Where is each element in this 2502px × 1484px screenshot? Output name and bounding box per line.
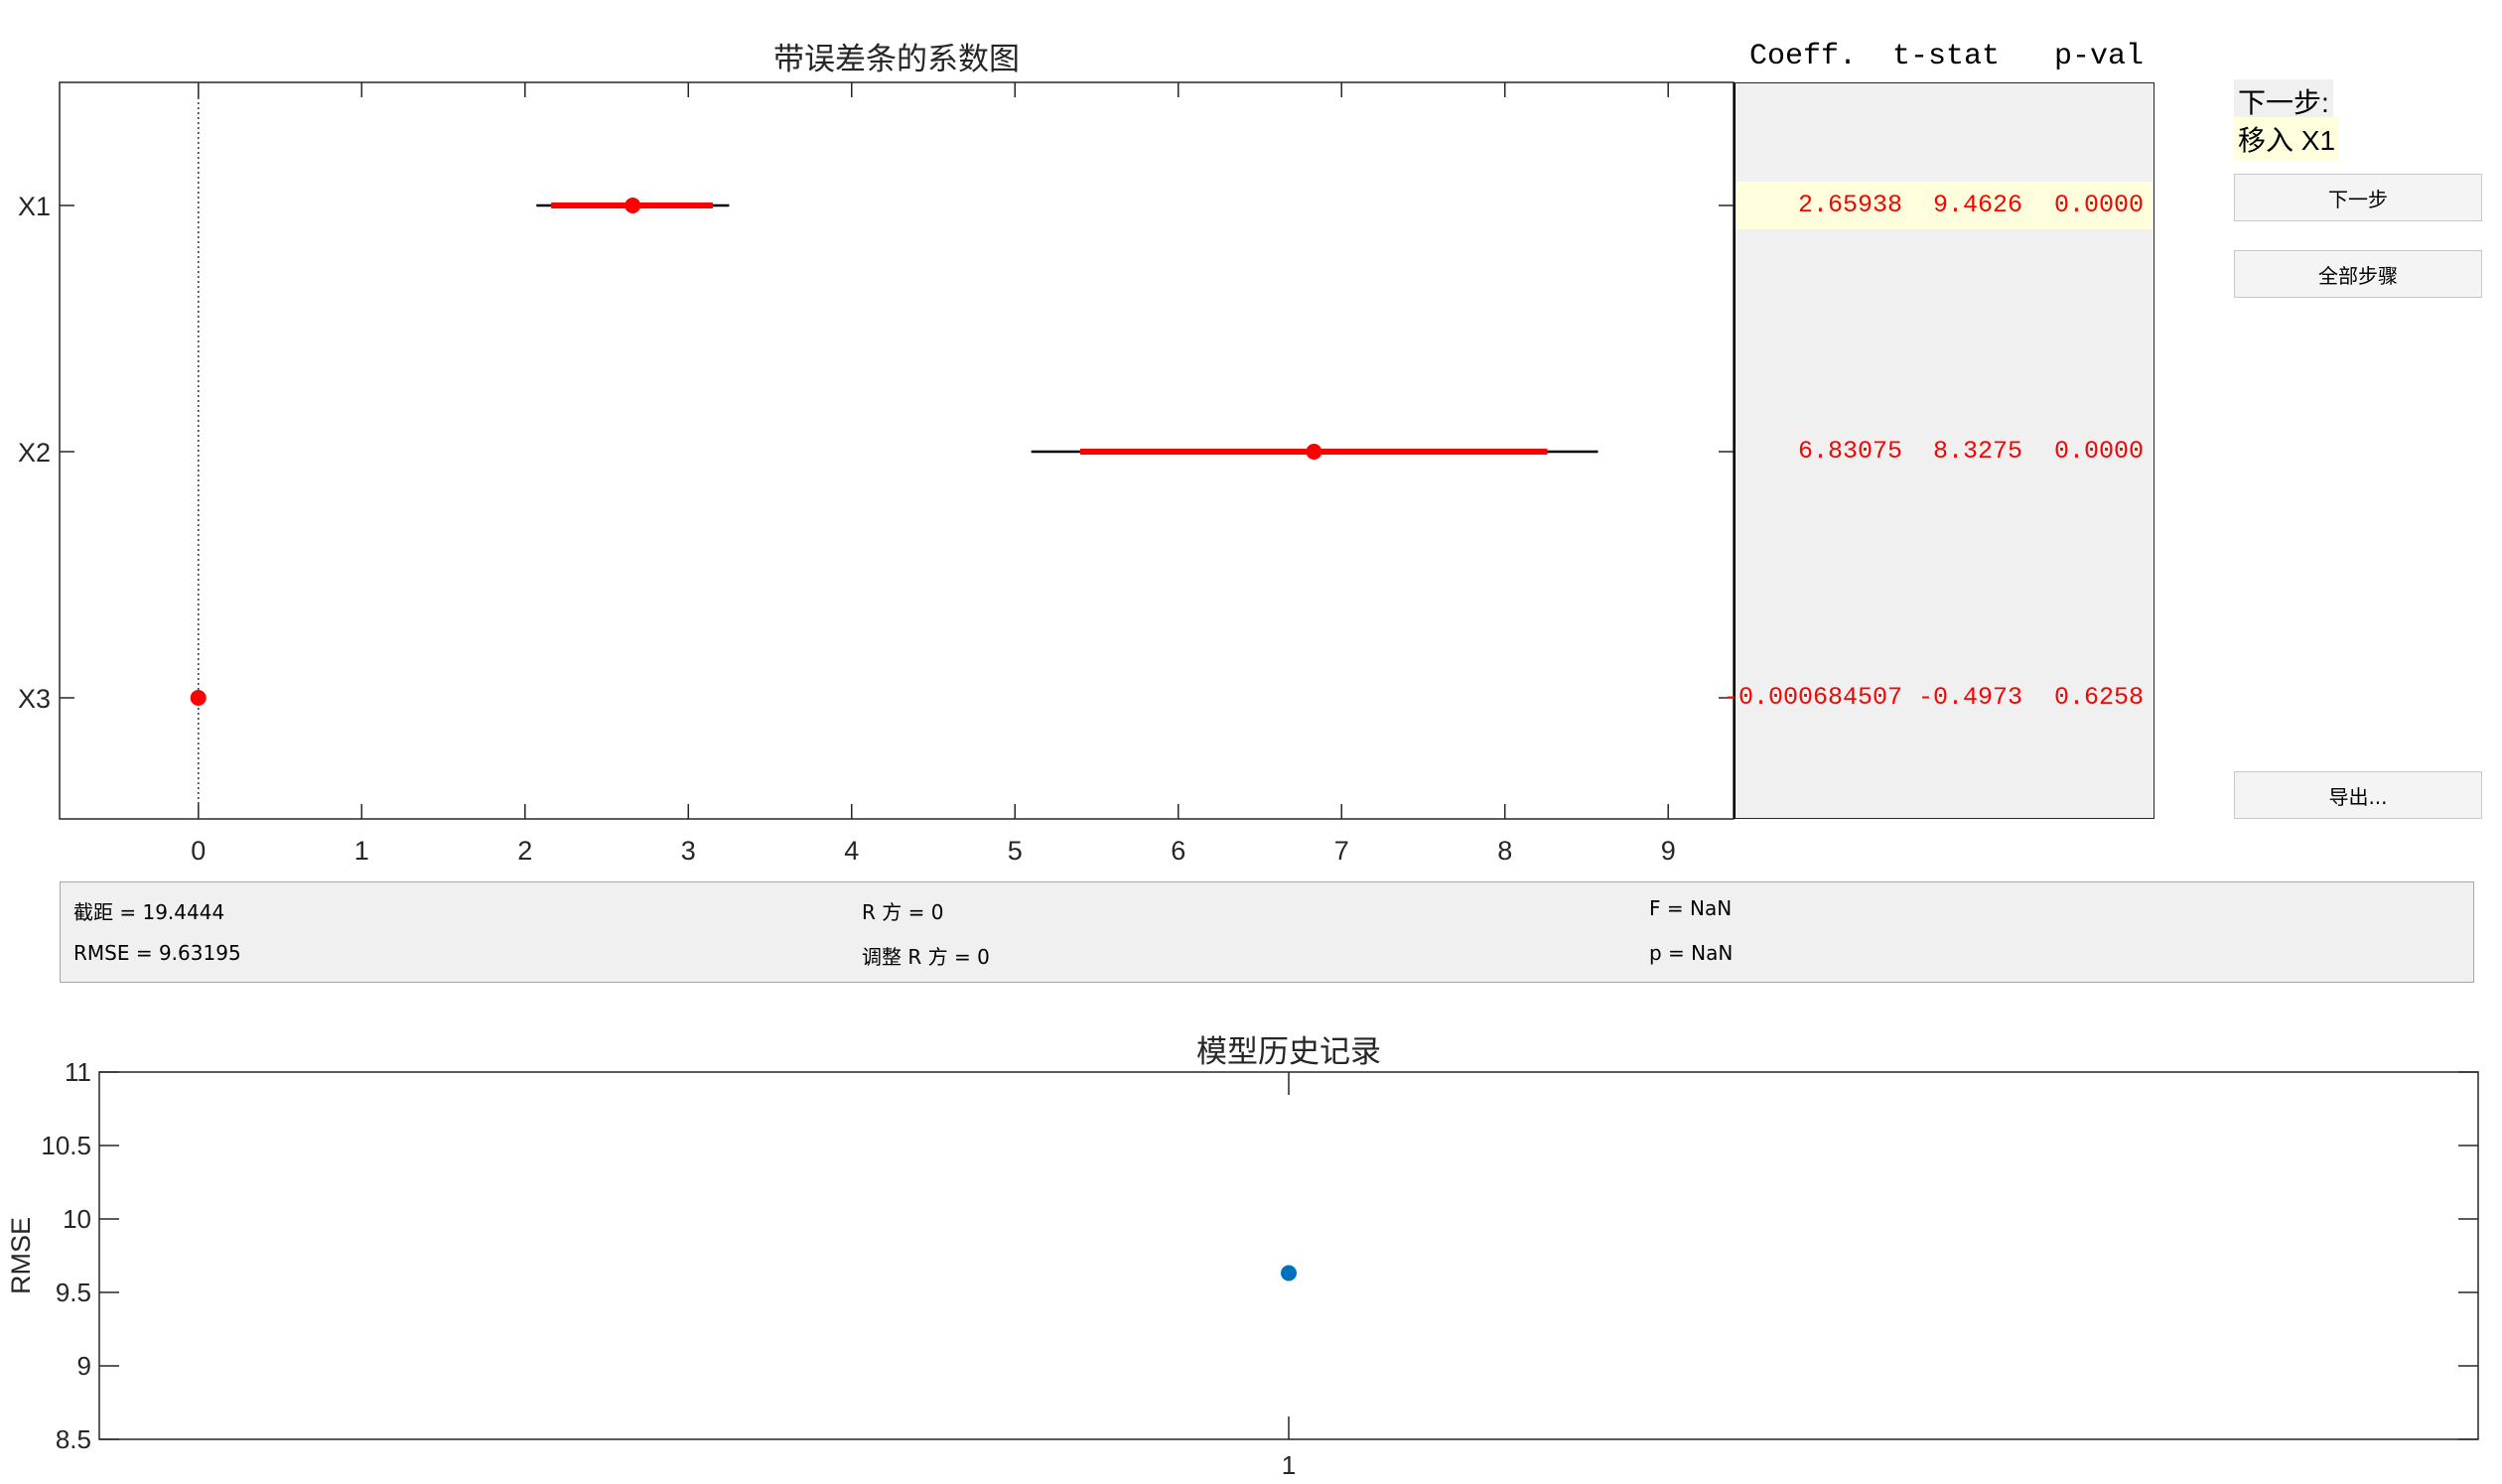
cell-coeff: 2.65938 bbox=[1797, 191, 1902, 219]
coef-table-rows: 2.65938 9.4626 0.0000 6.83075 8.3275 0.0000 -0… bbox=[1724, 82, 2154, 819]
y-tick-label: X2 bbox=[18, 438, 51, 468]
y-tick-label: 8.5 bbox=[56, 1424, 91, 1454]
coef-table-row[interactable]: -0.000684507 -0.4973 0.6258 bbox=[1724, 674, 2153, 722]
y-tick-label: 9 bbox=[77, 1351, 91, 1381]
y-tick-label: 10 bbox=[63, 1204, 91, 1234]
y-tick-label: 11 bbox=[65, 1057, 91, 1087]
x-tick-label: 4 bbox=[844, 836, 859, 866]
coef-rows: X1 X2 X3 bbox=[18, 192, 1734, 714]
history-plot-axes bbox=[98, 1071, 2479, 1440]
coef-table-row[interactable]: 2.65938 9.4626 0.0000 bbox=[1736, 182, 2153, 229]
next-step-button[interactable]: 下一步 bbox=[2234, 174, 2482, 221]
intercept-stat: 截距 = 19.4444 bbox=[73, 900, 225, 924]
coefficient-point bbox=[190, 690, 207, 706]
coef-marks bbox=[190, 198, 1598, 706]
history-plot[interactable]: 8.5 9 9.5 10 10.5 11 1 RMSE bbox=[0, 1052, 2502, 1484]
r-squared-stat: R 方 = 0 bbox=[862, 900, 944, 924]
cell-tstat: 9.4626 bbox=[1932, 191, 2022, 219]
x-tick-label: 6 bbox=[1171, 836, 1185, 866]
history-y-label: RMSE bbox=[6, 1217, 36, 1294]
cell-coeff: 6.83075 bbox=[1797, 437, 1902, 466]
x-tick-label: 3 bbox=[681, 836, 696, 866]
f-stat: F = NaN bbox=[1649, 896, 1733, 920]
y-tick-label: 9.5 bbox=[56, 1278, 91, 1307]
coef-table-header: Coeff. t-stat p-val bbox=[1734, 40, 2151, 79]
p-stat: p = NaN bbox=[1649, 941, 1734, 965]
history-y-ticks: 8.5 9 9.5 10 10.5 11 bbox=[41, 1057, 2478, 1454]
header-tstat: t-stat bbox=[1892, 40, 2001, 73]
next-step-value: 移入 X1 bbox=[2234, 117, 2340, 161]
x-tick-label: 2 bbox=[517, 836, 532, 866]
x-tick-label: 1 bbox=[354, 836, 369, 866]
y-tick-label: X1 bbox=[18, 192, 51, 221]
cell-pval: 0.0000 bbox=[2053, 437, 2144, 466]
history-x-ticks: 1 bbox=[1282, 1072, 1296, 1480]
export-button[interactable]: 导出... bbox=[2234, 771, 2482, 819]
coef-x-ticks: 0 1 2 3 4 5 6 7 8 9 bbox=[191, 82, 1676, 866]
x-tick-label: 1 bbox=[1282, 1450, 1296, 1480]
adj-r-squared-stat: 调整 R 方 = 0 bbox=[862, 945, 990, 969]
stats-panel: 截距 = 19.4444 RMSE = 9.63195 R 方 = 0 调整 R… bbox=[60, 881, 2474, 983]
cell-tstat: 8.3275 bbox=[1932, 437, 2022, 466]
cell-tstat: -0.4973 bbox=[1917, 683, 2022, 712]
cell-pval: 0.0000 bbox=[2053, 191, 2144, 219]
all-steps-button[interactable]: 全部步骤 bbox=[2234, 250, 2482, 298]
x-tick-label: 9 bbox=[1661, 836, 1676, 866]
history-plot-title: 模型历史记录 bbox=[1196, 1034, 1381, 1069]
header-pval: p-val bbox=[2054, 40, 2145, 73]
coef-table-row[interactable]: 6.83075 8.3275 0.0000 bbox=[1736, 428, 2153, 475]
y-tick-label: 10.5 bbox=[41, 1131, 91, 1160]
x-tick-label: 5 bbox=[1008, 836, 1023, 866]
rmse-stat: RMSE = 9.63195 bbox=[73, 941, 241, 965]
y-tick-label: X3 bbox=[18, 684, 51, 714]
coef-plot-title: 带误差条的系数图 bbox=[773, 42, 1020, 76]
cell-coeff: -0.000684507 bbox=[1723, 683, 1902, 712]
cell-pval: 0.6258 bbox=[2053, 683, 2144, 712]
x-tick-label: 8 bbox=[1497, 836, 1512, 866]
rmse-point bbox=[1281, 1265, 1297, 1282]
coefficient-point bbox=[625, 198, 641, 213]
x-tick-label: 7 bbox=[1334, 836, 1349, 866]
coefficient-point bbox=[1306, 444, 1322, 460]
header-coeff: Coeff. bbox=[1749, 40, 1858, 73]
x-tick-label: 0 bbox=[191, 836, 206, 866]
next-step-label: 下一步: bbox=[2234, 79, 2333, 123]
coef-plot[interactable]: 0 1 2 3 4 5 6 7 8 9 X1 X2 X3 bbox=[0, 0, 1747, 874]
history-marks bbox=[1281, 1265, 1297, 1282]
